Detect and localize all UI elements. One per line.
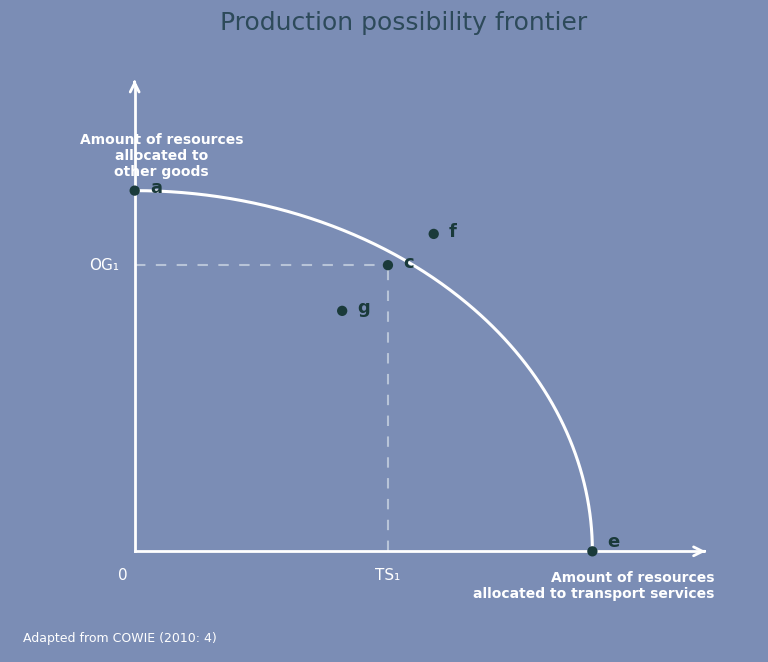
Text: a: a [150, 179, 162, 197]
Text: c: c [403, 254, 414, 272]
Point [336, 306, 349, 316]
Title: Production possibility frontier: Production possibility frontier [220, 11, 587, 34]
Point [428, 228, 440, 239]
Text: e: e [607, 533, 620, 551]
Text: 0: 0 [118, 568, 127, 583]
Point [128, 185, 141, 196]
Text: f: f [449, 222, 457, 240]
Text: Amount of resources
allocated to transport services: Amount of resources allocated to transpo… [473, 571, 714, 600]
Text: Amount of resources
allocated to
other goods: Amount of resources allocated to other g… [80, 133, 243, 179]
Point [586, 546, 598, 557]
Point [382, 260, 394, 271]
Text: g: g [357, 299, 370, 318]
Text: OG₁: OG₁ [89, 258, 119, 273]
Text: TS₁: TS₁ [376, 568, 401, 583]
Text: Adapted from COWIE (2010: 4): Adapted from COWIE (2010: 4) [23, 632, 217, 645]
